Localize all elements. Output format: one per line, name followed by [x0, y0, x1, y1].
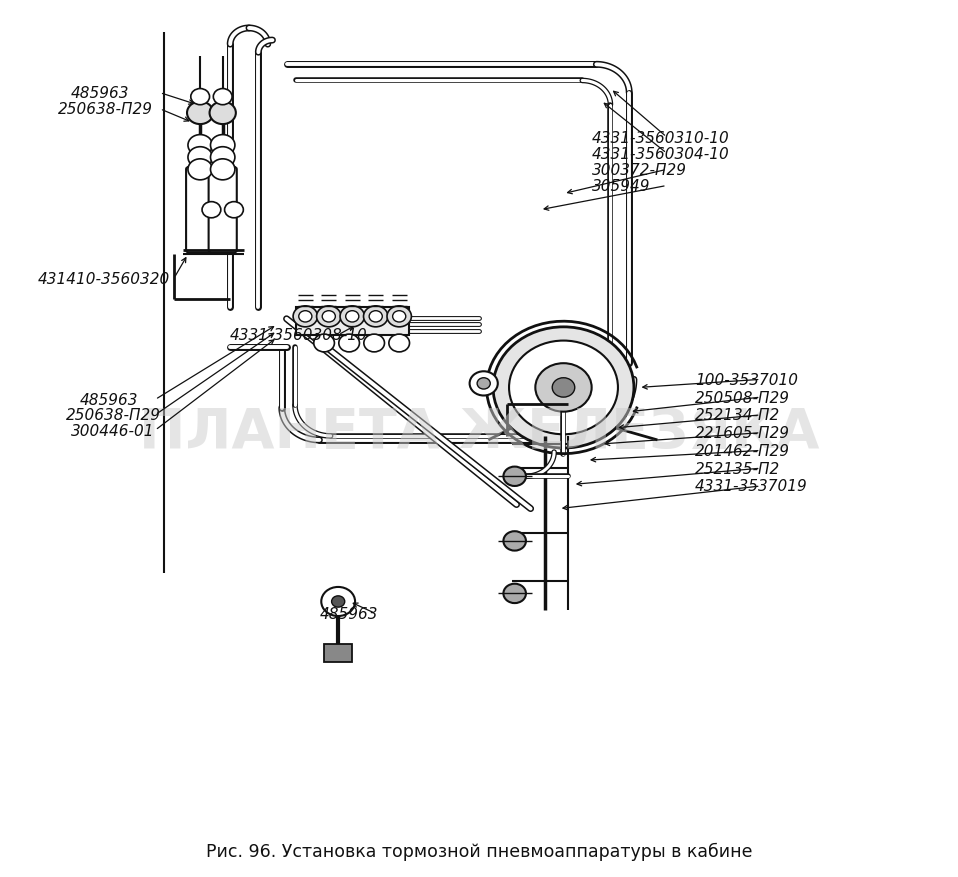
Text: 431410-3560320: 431410-3560320 — [37, 272, 170, 287]
Circle shape — [503, 467, 526, 487]
Circle shape — [299, 311, 312, 323]
Circle shape — [536, 364, 592, 412]
Circle shape — [503, 584, 526, 603]
Text: 252134-П2: 252134-П2 — [695, 408, 780, 423]
Circle shape — [202, 203, 220, 218]
Circle shape — [387, 306, 411, 327]
Text: 300372-П29: 300372-П29 — [592, 162, 687, 178]
Circle shape — [211, 135, 235, 156]
Text: Рис. 96. Установка тормозной пневмоаппаратуры в кабине: Рис. 96. Установка тормозной пневмоаппар… — [206, 842, 752, 859]
Circle shape — [224, 203, 243, 218]
Text: 4331-3537019: 4331-3537019 — [695, 479, 808, 494]
Circle shape — [321, 588, 355, 617]
Circle shape — [211, 160, 235, 181]
Circle shape — [346, 311, 359, 323]
Text: 250638-П29: 250638-П29 — [58, 102, 153, 118]
Text: 300446-01: 300446-01 — [71, 424, 154, 438]
Text: 252135-П2: 252135-П2 — [695, 461, 780, 476]
Bar — [296, 307, 408, 336]
Circle shape — [191, 89, 210, 105]
Circle shape — [369, 311, 382, 323]
Circle shape — [316, 306, 341, 327]
Text: 201462-П29: 201462-П29 — [695, 444, 790, 459]
Circle shape — [188, 160, 213, 181]
Circle shape — [389, 335, 409, 353]
Circle shape — [322, 311, 335, 323]
Circle shape — [493, 327, 634, 448]
Circle shape — [211, 147, 235, 168]
Circle shape — [188, 135, 213, 156]
Circle shape — [331, 596, 345, 608]
Circle shape — [509, 341, 618, 435]
Text: 100-3537010: 100-3537010 — [695, 373, 798, 388]
Circle shape — [552, 378, 575, 397]
Circle shape — [364, 335, 384, 353]
Text: 485963: 485963 — [71, 86, 129, 101]
Circle shape — [339, 335, 359, 353]
Circle shape — [393, 311, 406, 323]
Bar — [324, 645, 353, 662]
Text: 4331-3560308-10: 4331-3560308-10 — [230, 328, 368, 343]
Circle shape — [340, 306, 364, 327]
Circle shape — [503, 531, 526, 551]
Circle shape — [469, 372, 498, 396]
Circle shape — [210, 103, 236, 125]
Circle shape — [187, 103, 214, 125]
Circle shape — [293, 306, 317, 327]
FancyBboxPatch shape — [209, 168, 237, 253]
Circle shape — [188, 147, 213, 168]
Circle shape — [363, 306, 388, 327]
Text: 4331-3560310-10: 4331-3560310-10 — [592, 131, 729, 146]
Text: 4331-3560304-10: 4331-3560304-10 — [592, 146, 729, 161]
Circle shape — [477, 378, 490, 389]
Text: 250638-П29: 250638-П29 — [66, 408, 161, 423]
Text: ПЛАНЕТА ЖЕЛЕЗЯКА: ПЛАНЕТА ЖЕЛЕЗЯКА — [139, 405, 819, 460]
Text: 221605-П29: 221605-П29 — [695, 425, 790, 440]
Text: 485963: 485963 — [80, 393, 139, 408]
Circle shape — [314, 335, 334, 353]
Text: 250508-П29: 250508-П29 — [695, 390, 790, 405]
Text: 305949: 305949 — [592, 179, 650, 194]
Circle shape — [214, 89, 232, 105]
Text: 485963: 485963 — [319, 606, 377, 622]
FancyBboxPatch shape — [186, 168, 215, 253]
